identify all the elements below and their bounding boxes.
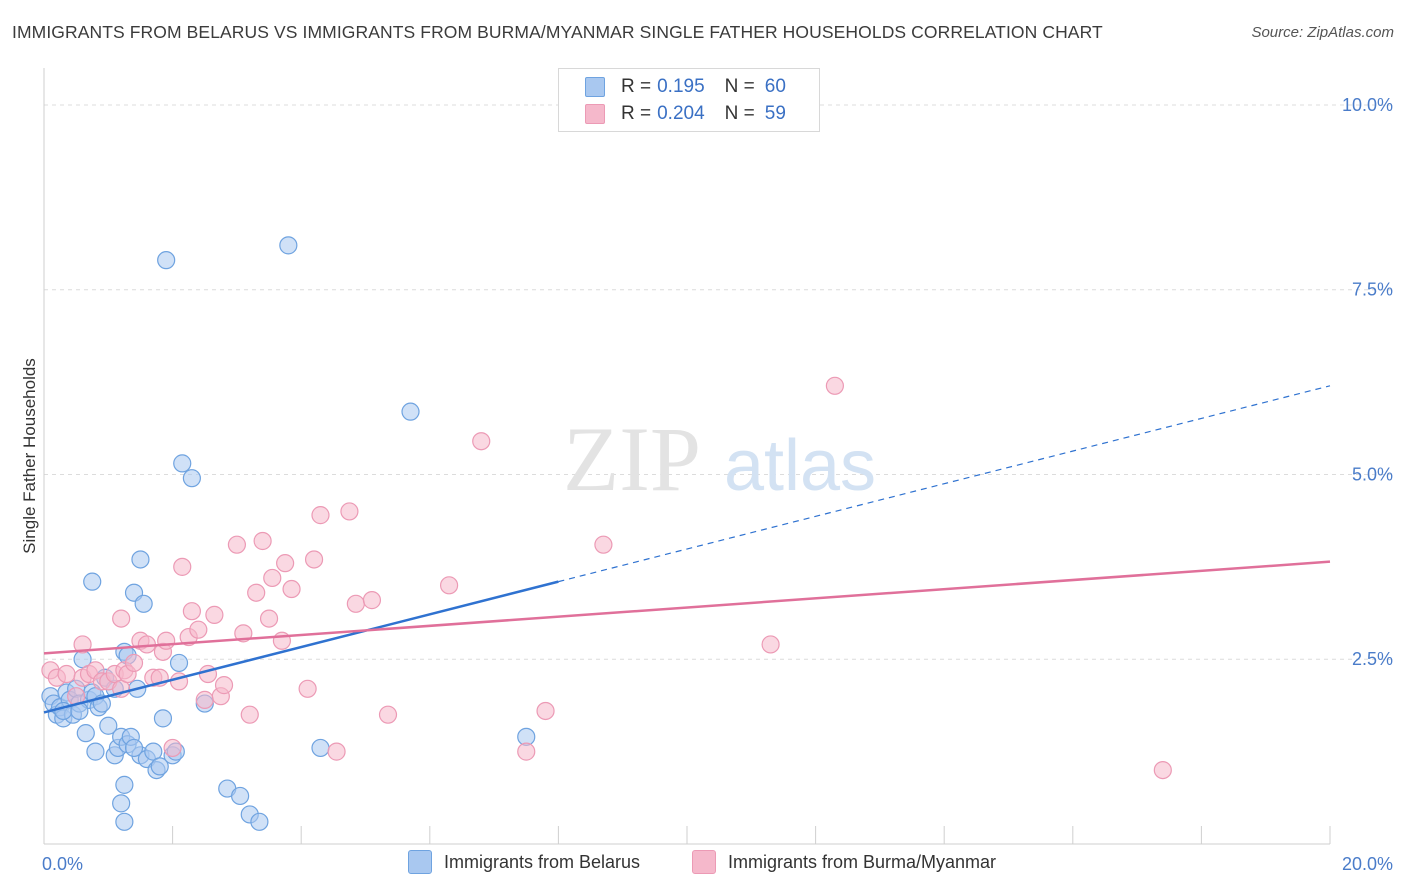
point-burma-33 [240,705,259,724]
point-burma-46 [346,594,365,613]
bottom-legend-swatch-burma [692,850,716,874]
y-tick-label-3: 10.0% [1342,95,1393,115]
point-belarus-19 [99,716,118,735]
point-burma-58 [73,635,92,654]
bottom-legend-burma: Immigrants from Burma/Myanmar [692,850,996,874]
point-belarus-30 [115,812,134,831]
point-burma-48 [378,705,398,724]
point-burma-50 [472,432,491,451]
point-burma-26 [195,690,214,709]
point-belarus-20 [86,742,105,761]
point-burma-34 [247,583,266,602]
point-burma-43 [311,506,330,525]
point-belarus-45 [173,454,192,473]
legend-r-label: R = [621,103,652,124]
trend-lines [43,385,1331,714]
y-tick-label-2: 7.5% [1352,280,1393,300]
legend-swatch-burma [585,104,605,124]
point-burma-19 [157,631,176,650]
point-belarus-52 [279,236,298,255]
point-belarus-41 [157,251,176,270]
watermark-atlas: atlas [724,426,876,506]
point-burma-49 [439,576,459,595]
point-burma-42 [304,550,324,569]
point-burma-2 [57,664,76,684]
bottom-legend-label-belarus: Immigrants from Belarus [444,851,641,872]
point-burma-55 [825,376,844,395]
x-tick-label-min: 0.0% [42,854,83,874]
point-belarus-29 [112,794,131,813]
point-burma-40 [282,579,301,599]
point-burma-37 [263,568,282,588]
source-label: Source: ZipAtlas.com [1251,24,1394,41]
point-burma-13 [124,653,144,673]
tick-labels: 2.5% 5.0% 7.5% 10.0% 0.0% 20.0% [42,95,1393,874]
point-belarus-54 [401,402,420,421]
point-burma-56 [1153,760,1172,780]
point-burma-53 [594,535,613,554]
point-belarus-46 [182,469,201,488]
y-tick-label-0: 2.5% [1352,649,1393,669]
legend-r-value: 0.195 [657,76,705,97]
bottom-legend-label-burma: Immigrants from Burma/Myanmar [728,851,997,872]
legend-n-value: 59 [764,103,786,124]
point-belarus-44 [169,653,189,673]
point-burma-44 [327,742,346,761]
point-burma-22 [173,557,192,576]
point-burma-51 [517,742,536,761]
point-belarus-58 [124,738,144,758]
legend-r-label: R = [621,76,652,97]
point-belarus-49 [231,786,250,806]
point-burma-35 [253,531,272,551]
point-burma-54 [761,635,780,654]
watermark: ZIP atlas [563,408,876,510]
point-burma-36 [259,609,279,628]
point-burma-47 [362,591,382,610]
legend-n-label: N = [724,103,755,124]
point-burma-28 [205,605,224,624]
trend-line-belarus [43,580,559,714]
point-burma-41 [298,679,317,698]
point-belarus-51 [250,812,269,831]
point-belarus-40 [153,709,173,728]
point-burma-25 [189,620,208,639]
trend-line-belarus-extension [558,385,1331,583]
point-burma-57 [112,609,131,628]
chart-title: IMMIGRANTS FROM BELARUS VS IMMIGRANTS FR… [12,22,1103,42]
point-belarus-28 [115,775,134,794]
point-belarus-11 [76,724,95,743]
point-belarus-33 [131,550,150,569]
legend-swatch-belarus [585,77,605,97]
point-burma-31 [227,535,246,554]
bottom-legend-swatch-belarus [408,850,432,874]
watermark-zip: ZIP [563,408,701,510]
point-burma-39 [276,554,295,573]
legend-n-label: N = [724,76,755,97]
trend-line-burma [43,560,1331,655]
point-burma-45 [340,502,359,521]
legend-r-value: 0.204 [657,103,705,124]
axes [43,68,1331,845]
point-burma-52 [536,701,555,721]
bottom-legend-belarus: Immigrants from Belarus [408,850,640,874]
point-burma-20 [163,738,182,758]
point-belarus-36 [134,594,153,613]
point-burma-30 [214,676,234,695]
legend-row-belarus: R = 0.195 N = 60 [585,74,786,100]
point-burma-24 [182,602,201,621]
legend: R = 0.195 N = 60 R = 0.204 N = 59 [558,68,820,132]
gridlines [44,104,1394,660]
point-belarus-39 [150,757,169,776]
legend-row-burma: R = 0.204 N = 59 [585,101,786,127]
point-belarus-18 [83,572,102,591]
point-belarus-53 [311,738,330,758]
y-tick-label-1: 5.0% [1352,464,1393,484]
x-tick-label-max: 20.0% [1342,854,1393,874]
legend-n-value: 60 [764,76,786,97]
data-points [41,236,1172,831]
